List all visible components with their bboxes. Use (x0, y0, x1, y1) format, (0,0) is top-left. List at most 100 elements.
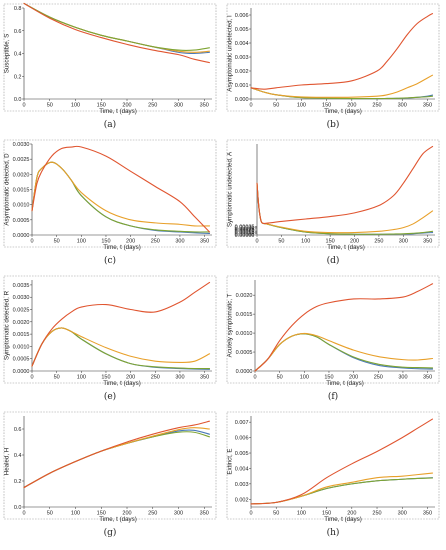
y-tick-label: 0.0010 (13, 344, 30, 350)
y-tick-label: 0.0020 (236, 293, 253, 299)
x-tick-label: 100 (77, 375, 86, 381)
y-tick-label: 0.004 (235, 41, 249, 47)
x-tick-label: 350 (423, 375, 432, 381)
panel-caption: (a) (104, 119, 116, 130)
y-axis-label: Asymptomatic undetected, I (227, 15, 234, 92)
x-tick-label: 150 (101, 239, 110, 245)
x-tick-label: 50 (54, 375, 60, 381)
y-tick-label: 0.0030 (13, 142, 30, 148)
x-tick-label: 350 (423, 103, 432, 109)
series-line-blue (31, 327, 211, 370)
y-tick-label: 0.003 (235, 482, 249, 488)
y-axis-label: Asymptomatic detected, D (4, 153, 11, 226)
y-tick-label: 0.00035 (235, 224, 255, 230)
series-line-blue (23, 429, 210, 489)
y-tick-label: 0.4 (14, 52, 22, 58)
panel-caption: (g) (104, 527, 117, 538)
x-tick-label: 250 (151, 375, 160, 381)
y-tick-label: 0.0005 (13, 357, 30, 363)
series-line-red (250, 13, 434, 90)
y-tick-label: 0.6 (14, 29, 22, 35)
x-tick-label: 100 (297, 103, 306, 109)
x-axis-label: Time, t (days) (326, 380, 364, 387)
x-axis-label: Time, t (days) (324, 516, 362, 523)
panel-caption: (f) (328, 391, 338, 402)
y-tick-label: 0.005 (235, 451, 249, 457)
x-tick-label: 0 (253, 375, 256, 381)
y-tick-label: 0.003 (235, 55, 249, 61)
y-tick-label: 0.006 (235, 13, 249, 19)
y-tick-label: 0.006 (235, 436, 249, 442)
y-tick-label: 0.0025 (13, 308, 30, 314)
x-tick-label: 300 (174, 511, 183, 517)
y-tick-label: 0.0025 (13, 157, 30, 163)
x-tick-label: 200 (126, 375, 135, 381)
y-tick-label: 0.0010 (236, 331, 253, 337)
x-tick-label: 50 (273, 103, 279, 109)
x-tick-label: 250 (372, 511, 381, 517)
x-tick-label: 0 (22, 511, 25, 517)
y-axis-label: Symptomatic undetected, A (227, 151, 234, 227)
y-tick-label: 0.004 (235, 466, 249, 472)
y-axis-label: Susceptible, S (4, 34, 11, 74)
x-tick-label: 300 (398, 511, 407, 517)
x-tick-label: 250 (148, 511, 157, 517)
series-line-orange (23, 2, 210, 53)
series-line-red (31, 145, 211, 233)
x-tick-label: 250 (151, 239, 160, 245)
x-tick-label: 150 (324, 375, 333, 381)
x-tick-label: 100 (77, 239, 86, 245)
y-tick-label: 0.8 (14, 6, 22, 12)
y-tick-label: 0.0015 (13, 332, 30, 338)
panel-frame (3, 275, 217, 384)
x-tick-label: 350 (423, 239, 432, 245)
x-tick-label: 50 (273, 511, 279, 517)
y-axis-label: Acutely symptomatic, T (227, 293, 234, 357)
x-tick-label: 100 (297, 511, 306, 517)
series-line-green (254, 333, 434, 372)
series-line-orange (256, 182, 434, 234)
y-tick-label: 0.0020 (13, 172, 30, 178)
series-line-orange (23, 427, 210, 489)
series-line-red (23, 2, 210, 64)
series-line-blue (250, 477, 434, 505)
x-tick-label: 300 (398, 103, 407, 109)
x-tick-label: 300 (399, 239, 408, 245)
x-tick-label: 50 (54, 239, 60, 245)
y-tick-label: 0.00025 (235, 227, 255, 233)
x-axis-label: Time, t (days) (99, 108, 137, 115)
panel-frame (226, 3, 440, 112)
y-tick-label: 0.00015 (235, 229, 255, 235)
x-tick-label: 100 (71, 103, 80, 109)
series-line-orange (250, 74, 434, 98)
x-tick-label: 200 (349, 375, 358, 381)
x-tick-label: 150 (326, 239, 335, 245)
y-tick-label: 0.001 (235, 83, 249, 89)
x-tick-label: 150 (97, 103, 106, 109)
x-axis-label: Time, t (days) (99, 516, 137, 523)
y-tick-label: 0.0020 (13, 320, 30, 326)
x-tick-label: 200 (126, 239, 135, 245)
x-tick-label: 350 (200, 239, 209, 245)
panel-frame (3, 411, 217, 520)
x-tick-label: 50 (47, 103, 53, 109)
y-tick-label: 0.0 (14, 97, 22, 103)
panel-caption: (h) (327, 527, 340, 538)
y-tick-label: 0.00030 (235, 226, 255, 232)
panel-h: 0 50 100 150 200 250 300 350 0.002 0.003 0.004 0.00… (227, 411, 440, 538)
x-tick-label: 0 (249, 511, 252, 517)
x-tick-label: 200 (122, 511, 131, 517)
series-line-green (23, 2, 210, 51)
panel-g: 0 50 100 150 200 250 300 350 0.0 0.2 0.4 0.6 Time, t… (3, 411, 217, 538)
panel-a: 0 50 100 150 200 250 300 350 0.0 0.2 0.4 0.6 0.8 Time… (4, 2, 217, 130)
y-tick-label: 0.0000 (13, 369, 30, 375)
panel-b: 0 50 100 150 200 250 300 350 0.000 0.001 0.002 0.00… (226, 3, 440, 130)
y-tick-label: 0.0000 (13, 233, 30, 239)
y-tick-label: 0.0035 (13, 283, 30, 289)
x-tick-label: 200 (347, 103, 356, 109)
x-tick-label: 350 (423, 511, 432, 517)
y-axis-label: Healed, H (4, 448, 11, 476)
x-tick-label: 100 (71, 511, 80, 517)
series-line-red (31, 281, 211, 367)
